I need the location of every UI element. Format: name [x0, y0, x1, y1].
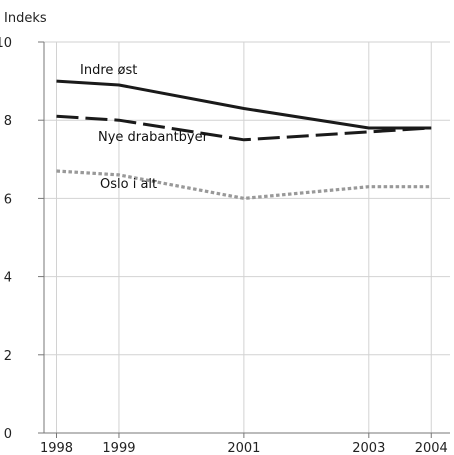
- y-axis-unit-label: Indeks: [4, 11, 47, 26]
- x-tick-label-2004: 2004: [415, 441, 448, 455]
- x-tick-label-1999: 1999: [102, 441, 135, 455]
- x-tick-label-2001: 2001: [227, 441, 260, 455]
- y-tick-label-4: 4: [4, 271, 12, 286]
- series-line-1: [56, 79, 432, 130]
- series-label-nye-drabantbyer: Nye drabantbyer: [98, 130, 209, 145]
- series-lines: [56, 79, 432, 200]
- series-labels: Indre øst Nye drabantbyer Oslo i alt: [80, 63, 209, 192]
- axes: Indeks 0 2 4 6 8 10 1998 1999 2001 2003 2004: [0, 11, 450, 455]
- y-tick-label-0: 0: [4, 427, 12, 442]
- y-tick-label-8: 8: [4, 114, 12, 129]
- y-tick-label-6: 6: [4, 192, 12, 207]
- grid: [44, 41, 450, 433]
- y-tick-label-2: 2: [4, 349, 12, 364]
- y-tick-label-10: 10: [0, 36, 12, 51]
- x-tick-label-2003: 2003: [352, 441, 385, 455]
- series-label-indre-ost: Indre øst: [80, 63, 137, 78]
- x-tick-label-1998: 1998: [40, 441, 73, 455]
- series-label-oslo-i-alt: Oslo i alt: [100, 177, 157, 192]
- series-line-2: [56, 114, 432, 142]
